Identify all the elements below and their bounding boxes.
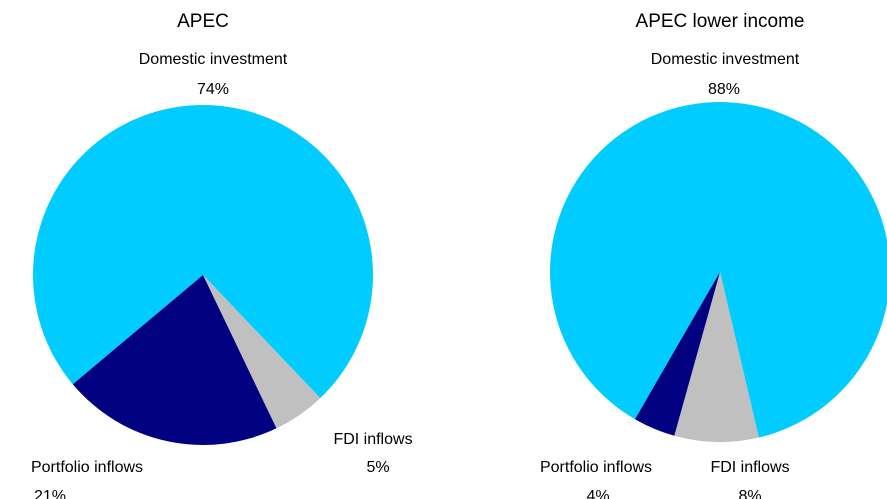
slice-value: 74% — [197, 81, 229, 98]
slice-label: Domestic investment — [139, 51, 288, 68]
slice-label: FDI inflows — [333, 431, 412, 448]
slice-label: FDI inflows — [710, 459, 789, 476]
slice-label: Portfolio inflows — [31, 459, 143, 476]
slice-label: Portfolio inflows — [540, 459, 652, 476]
slice-label: Domestic investment — [651, 51, 800, 68]
pie-slice — [674, 272, 759, 442]
chart-title: APEC — [177, 11, 229, 32]
pie-slice — [203, 275, 321, 429]
slice-value: 4% — [586, 488, 609, 499]
slice-value: 88% — [708, 81, 740, 98]
chart-title: APEC lower income — [636, 11, 805, 32]
pie-slice — [72, 275, 277, 445]
slice-value: 5% — [366, 459, 389, 476]
pie-slice — [550, 102, 887, 438]
pie-slice — [635, 272, 720, 436]
pie-slice — [33, 105, 374, 399]
slice-value: 21% — [34, 488, 66, 499]
slice-value: 8% — [738, 488, 761, 499]
